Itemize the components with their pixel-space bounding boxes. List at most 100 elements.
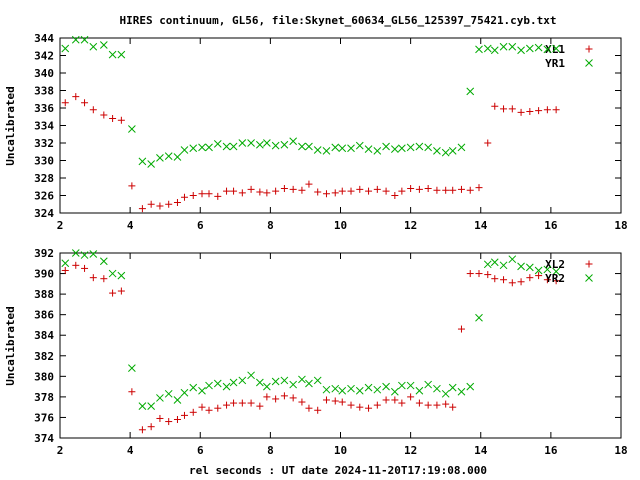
- data-point-yr2: [138, 402, 147, 410]
- data-point-yr1: [517, 46, 525, 55]
- y-tick-label: 376: [34, 411, 54, 424]
- data-point-xl2: [289, 394, 297, 402]
- data-point-xl1: [138, 205, 146, 213]
- data-point-yr2: [180, 388, 189, 397]
- data-point-yr2: [466, 382, 475, 391]
- data-point-xl1: [189, 192, 197, 199]
- data-point-xl1: [198, 190, 206, 198]
- y-tick-label: 342: [34, 50, 54, 63]
- data-point-yr1: [338, 144, 347, 153]
- x-tick-label: 2: [57, 219, 64, 232]
- data-point-xl1: [128, 182, 136, 190]
- data-point-yr2: [298, 375, 306, 384]
- x-tick-label: 2: [57, 444, 64, 457]
- data-point-yr2: [508, 255, 517, 264]
- data-point-yr1: [499, 42, 508, 51]
- data-point-yr1: [543, 45, 552, 54]
- data-point-xl1: [173, 199, 181, 206]
- data-point-yr2: [271, 377, 280, 386]
- y-tick-label: 386: [34, 309, 54, 322]
- data-point-xl1: [398, 187, 406, 195]
- data-point-yr1: [198, 143, 206, 152]
- data-point-yr2: [80, 251, 89, 259]
- data-point-yr2: [475, 313, 483, 322]
- data-point-xl2: [347, 401, 355, 409]
- data-point-xl2: [272, 395, 280, 403]
- data-point-xl2: [263, 393, 271, 401]
- data-point-xl1: [535, 107, 543, 115]
- data-point-xl1: [433, 186, 441, 194]
- data-point-yr1: [180, 146, 189, 154]
- data-point-xl2: [407, 393, 415, 401]
- data-point-yr2: [247, 371, 255, 380]
- legend-label-xl2: XL2: [545, 258, 565, 271]
- data-point-yr2: [189, 383, 198, 392]
- legend-marker-yr2: [585, 274, 593, 282]
- data-point-xl1: [298, 186, 306, 194]
- data-point-xl2: [205, 406, 213, 414]
- data-point-xl1: [449, 186, 457, 194]
- data-point-xl1: [165, 200, 173, 208]
- data-point-xl1: [552, 106, 560, 114]
- data-point-yr2: [398, 381, 406, 390]
- data-point-yr1: [406, 143, 415, 152]
- data-point-yr1: [475, 45, 483, 54]
- data-point-yr1: [298, 142, 306, 151]
- data-point-yr2: [108, 269, 117, 278]
- data-point-xl1: [424, 185, 432, 192]
- x-tick-label: 18: [614, 219, 627, 232]
- data-point-yr2: [406, 381, 415, 390]
- y-tick-label: 328: [34, 172, 54, 185]
- bottom-panel: 374 376 378 380 382 384 386 388 390 392 2 4 6 8 10 12 14…: [4, 247, 628, 457]
- data-point-yr1: [271, 141, 280, 150]
- x-axis-label: rel seconds : UT date 2024-11-20T17:19:0…: [189, 464, 487, 477]
- y-tick-label: 392: [34, 247, 54, 260]
- data-point-yr2: [415, 386, 424, 395]
- data-point-yr1: [424, 143, 433, 152]
- data-point-yr1: [483, 44, 492, 53]
- data-point-xl1: [442, 186, 450, 194]
- data-point-yr2: [305, 379, 313, 388]
- data-point-xl2: [147, 423, 155, 431]
- y-tick-label: 334: [34, 120, 54, 133]
- data-point-yr1: [229, 142, 238, 151]
- data-point-yr1: [398, 144, 406, 153]
- data-point-xl2: [314, 406, 322, 414]
- data-point-xl2: [298, 398, 306, 406]
- data-point-yr2: [364, 383, 373, 392]
- data-point-yr1: [415, 142, 424, 151]
- data-point-yr2: [156, 394, 164, 402]
- data-point-xl1: [280, 185, 288, 192]
- data-point-yr1: [138, 157, 147, 166]
- data-point-xl1: [109, 115, 117, 122]
- data-point-yr1: [108, 50, 117, 59]
- y-tick-label: 330: [34, 155, 54, 168]
- x-tick-label: 4: [127, 219, 134, 232]
- data-point-xl2: [156, 414, 164, 422]
- data-point-xl2: [365, 404, 373, 412]
- x-tick-label: 6: [197, 444, 204, 457]
- data-point-xl2: [457, 325, 465, 333]
- data-point-yr2: [543, 265, 552, 274]
- data-point-yr2: [89, 250, 98, 258]
- data-point-yr1: [322, 147, 331, 155]
- data-point-yr2: [147, 402, 156, 410]
- data-point-xl2: [491, 275, 499, 283]
- data-point-xl1: [147, 200, 155, 208]
- y-tick-label: 380: [34, 370, 54, 383]
- data-point-xl2: [214, 404, 222, 412]
- plot-frame: [59, 252, 622, 439]
- data-point-xl1: [214, 192, 222, 200]
- data-point-xl1: [100, 111, 108, 119]
- data-point-xl2: [391, 396, 399, 404]
- data-point-yr1: [355, 141, 364, 150]
- data-point-yr1: [189, 144, 198, 153]
- y-axis-label: Uncalibrated: [4, 86, 17, 165]
- y-tick-label: 378: [34, 391, 54, 404]
- data-point-yr1: [448, 147, 457, 155]
- data-point-xl1: [373, 185, 381, 193]
- data-point-yr2: [338, 386, 347, 395]
- data-point-xl1: [72, 93, 80, 101]
- data-point-yr1: [238, 139, 247, 147]
- data-point-xl2: [373, 401, 381, 409]
